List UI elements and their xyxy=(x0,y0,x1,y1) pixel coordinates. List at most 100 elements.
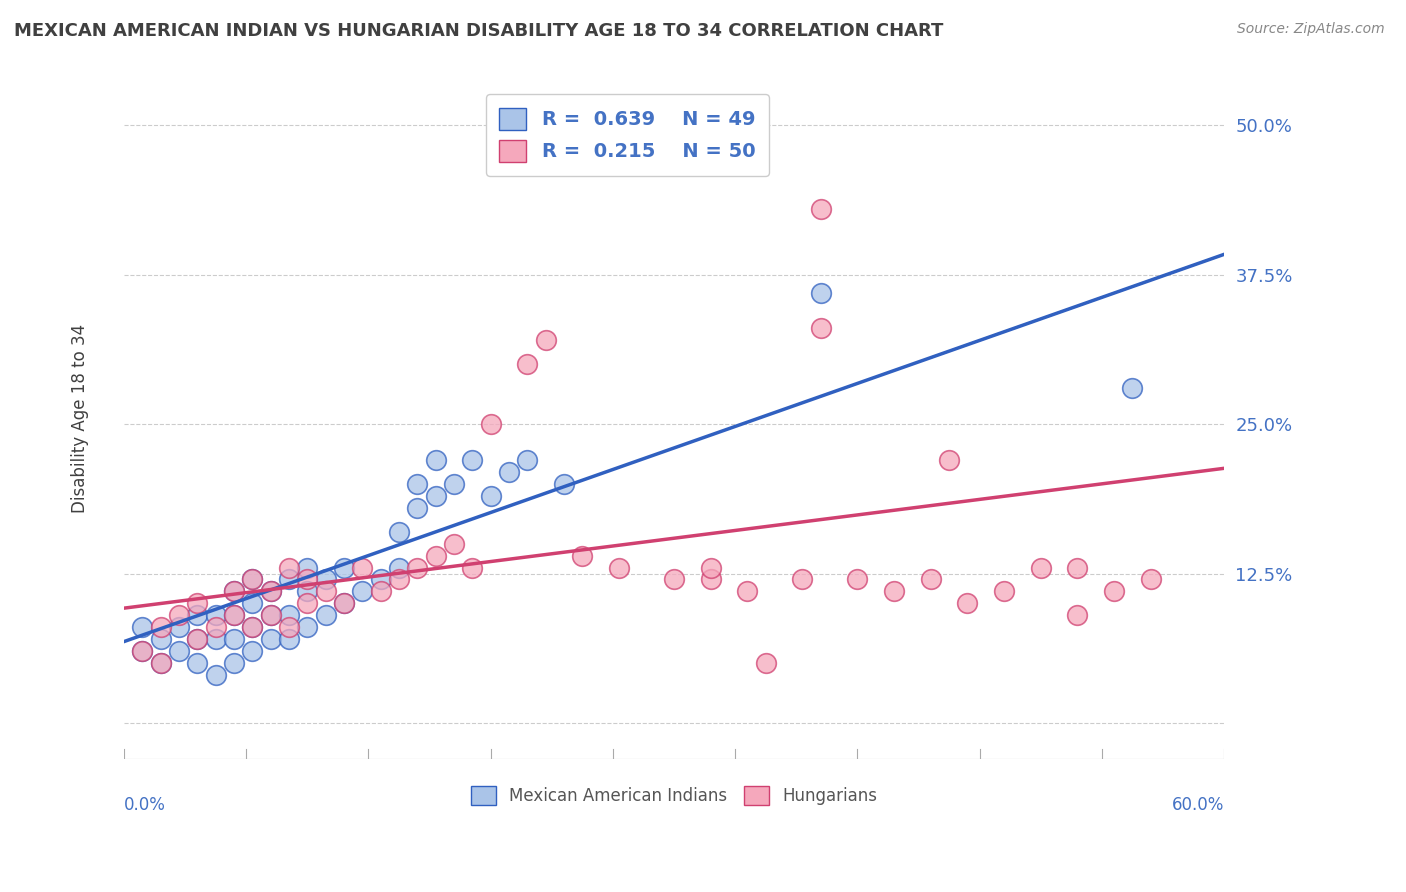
Point xyxy=(295,620,318,634)
Point xyxy=(425,453,447,467)
Point xyxy=(553,476,575,491)
Point xyxy=(846,573,869,587)
Point xyxy=(516,357,538,371)
Point xyxy=(204,632,226,647)
Point xyxy=(295,573,318,587)
Point xyxy=(370,584,392,599)
Point xyxy=(699,560,721,574)
Point xyxy=(315,573,337,587)
Point xyxy=(149,656,172,670)
Point xyxy=(406,560,429,574)
Point xyxy=(938,453,960,467)
Point xyxy=(240,573,263,587)
Point xyxy=(167,644,190,658)
Point xyxy=(277,560,299,574)
Point xyxy=(920,573,942,587)
Point xyxy=(956,596,979,610)
Point xyxy=(222,584,245,599)
Point xyxy=(240,596,263,610)
Point xyxy=(479,417,502,431)
Point xyxy=(755,656,778,670)
Point xyxy=(222,584,245,599)
Point xyxy=(406,476,429,491)
Text: MEXICAN AMERICAN INDIAN VS HUNGARIAN DISABILITY AGE 18 TO 34 CORRELATION CHART: MEXICAN AMERICAN INDIAN VS HUNGARIAN DIS… xyxy=(14,22,943,40)
Point xyxy=(534,334,557,348)
Point xyxy=(186,632,208,647)
Point xyxy=(607,560,630,574)
Point xyxy=(167,620,190,634)
Point xyxy=(277,608,299,623)
Point xyxy=(1139,573,1161,587)
Point xyxy=(1121,381,1143,395)
Point xyxy=(222,656,245,670)
Point xyxy=(333,596,356,610)
Point xyxy=(277,573,299,587)
Point xyxy=(315,584,337,599)
Point xyxy=(1066,560,1088,574)
Point xyxy=(737,584,759,599)
Point xyxy=(1102,584,1125,599)
Point xyxy=(222,608,245,623)
Point xyxy=(425,549,447,563)
Point xyxy=(1029,560,1052,574)
Point xyxy=(277,632,299,647)
Point xyxy=(792,573,814,587)
Text: 0.0%: 0.0% xyxy=(124,797,166,814)
Point xyxy=(993,584,1015,599)
Text: Source: ZipAtlas.com: Source: ZipAtlas.com xyxy=(1237,22,1385,37)
Point xyxy=(186,608,208,623)
Point xyxy=(388,573,411,587)
Point xyxy=(222,632,245,647)
Point xyxy=(259,608,281,623)
Point xyxy=(443,536,465,550)
Point xyxy=(443,476,465,491)
Point xyxy=(240,620,263,634)
Point xyxy=(810,202,832,216)
Point xyxy=(571,549,593,563)
Point xyxy=(259,632,281,647)
Point xyxy=(259,608,281,623)
Point xyxy=(333,596,356,610)
Point xyxy=(388,524,411,539)
Point xyxy=(204,608,226,623)
Point xyxy=(149,656,172,670)
Point xyxy=(277,620,299,634)
Point xyxy=(479,489,502,503)
Point xyxy=(240,644,263,658)
Point xyxy=(333,560,356,574)
Point xyxy=(131,644,153,658)
Point xyxy=(295,560,318,574)
Point xyxy=(222,608,245,623)
Point xyxy=(498,465,520,479)
Point xyxy=(186,632,208,647)
Point xyxy=(259,584,281,599)
Point xyxy=(204,668,226,682)
Point xyxy=(406,500,429,515)
Point xyxy=(1066,608,1088,623)
Point xyxy=(295,584,318,599)
Point xyxy=(370,573,392,587)
Legend: Mexican American Indians, Hungarians: Mexican American Indians, Hungarians xyxy=(464,780,884,812)
Point xyxy=(461,560,484,574)
Point xyxy=(461,453,484,467)
Point xyxy=(204,620,226,634)
Point xyxy=(388,560,411,574)
Point xyxy=(295,596,318,610)
Point xyxy=(425,489,447,503)
Point xyxy=(149,620,172,634)
Point xyxy=(186,656,208,670)
Text: 60.0%: 60.0% xyxy=(1171,797,1225,814)
Point xyxy=(259,584,281,599)
Point xyxy=(352,560,374,574)
Point xyxy=(810,321,832,335)
Point xyxy=(699,573,721,587)
Point xyxy=(662,573,685,587)
Point xyxy=(131,644,153,658)
Point xyxy=(315,608,337,623)
Point xyxy=(240,573,263,587)
Point xyxy=(883,584,905,599)
Point xyxy=(186,596,208,610)
Point xyxy=(240,620,263,634)
Point xyxy=(131,620,153,634)
Point xyxy=(149,632,172,647)
